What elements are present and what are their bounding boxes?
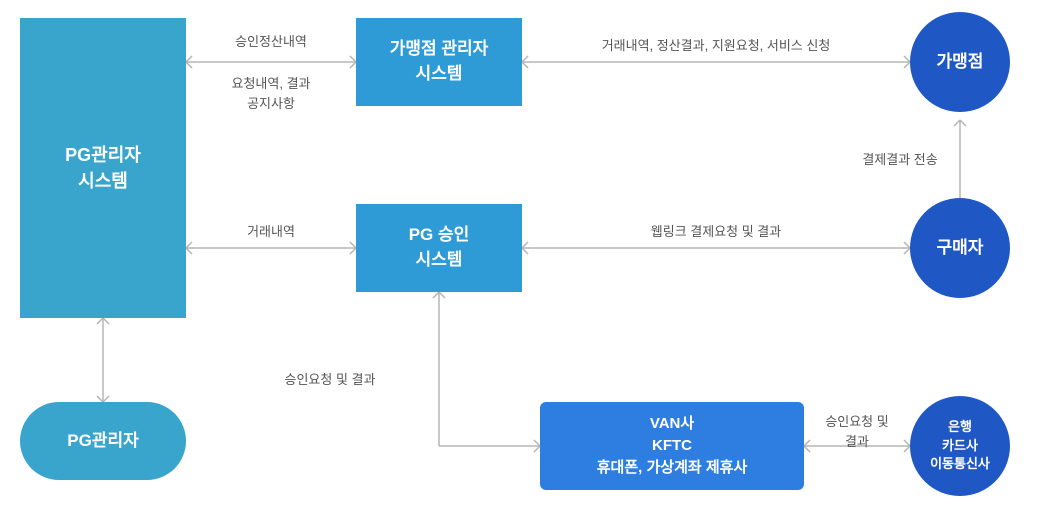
node-pg-approval-system: PG 승인 시스템 bbox=[356, 204, 522, 292]
node-merchant: 가맹점 bbox=[910, 12, 1010, 112]
node-van-partners: VAN사 KFTC 휴대폰, 가상계좌 제휴사 bbox=[540, 402, 804, 490]
edge-label: 승인요청 및 결과 bbox=[802, 412, 912, 451]
node-pg-admin: PG관리자 bbox=[20, 402, 186, 480]
node-merchant-admin-system: 가맹점 관리자 시스템 bbox=[356, 18, 522, 106]
node-bank: 은행 카드사 이동통신사 bbox=[910, 396, 1010, 496]
edge-label: 거래내역, 정산결과, 지원요청, 서비스 신청 bbox=[526, 36, 906, 56]
edge-label: 승인정산내역 bbox=[191, 32, 351, 52]
node-buyer: 구매자 bbox=[910, 198, 1010, 298]
edge-label: 웹링크 결제요청 및 결과 bbox=[566, 222, 866, 242]
edge-label: 승인요청 및 결과 bbox=[250, 370, 410, 390]
diagram-canvas: PG관리자 시스템 PG관리자 가맹점 관리자 시스템 PG 승인 시스템 VA… bbox=[0, 0, 1040, 520]
edge-label: 거래내역 bbox=[191, 222, 351, 242]
edge-label: 요청내역, 결과 공지사항 bbox=[191, 74, 351, 113]
edge-label: 결제결과 전송 bbox=[840, 150, 960, 170]
node-pg-admin-system: PG관리자 시스템 bbox=[20, 18, 186, 318]
